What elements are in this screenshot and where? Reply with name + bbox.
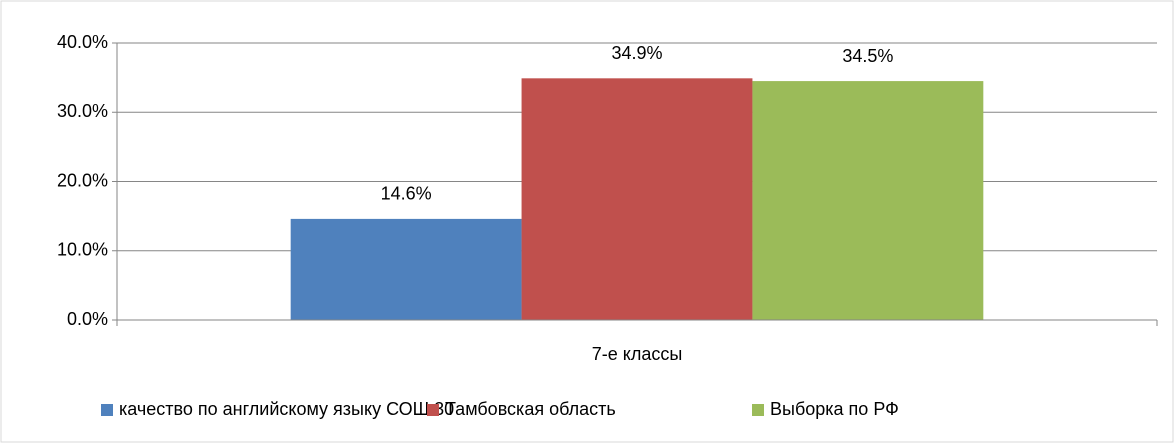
legend-swatch [101, 404, 113, 416]
value-label: 34.9% [611, 43, 662, 63]
legend-label: Тамбовская область [445, 399, 616, 419]
y-tick-label: 10.0% [57, 240, 108, 260]
bar [290, 218, 522, 320]
legend-swatch [427, 404, 439, 416]
value-label: 14.6% [381, 184, 432, 204]
legend-label: Выборка по РФ [770, 399, 899, 419]
y-tick-label: 20.0% [57, 170, 108, 190]
bar [521, 78, 753, 320]
y-tick-label: 40.0% [57, 32, 108, 52]
value-label: 34.5% [842, 46, 893, 66]
legend-swatch [752, 404, 764, 416]
y-tick-label: 0.0% [67, 309, 108, 329]
legend-label: качество по английскому языку СОШ 30 [119, 399, 454, 419]
x-tick-label: 7-е классы [592, 344, 683, 364]
bar [752, 81, 984, 321]
y-tick-label: 30.0% [57, 101, 108, 121]
